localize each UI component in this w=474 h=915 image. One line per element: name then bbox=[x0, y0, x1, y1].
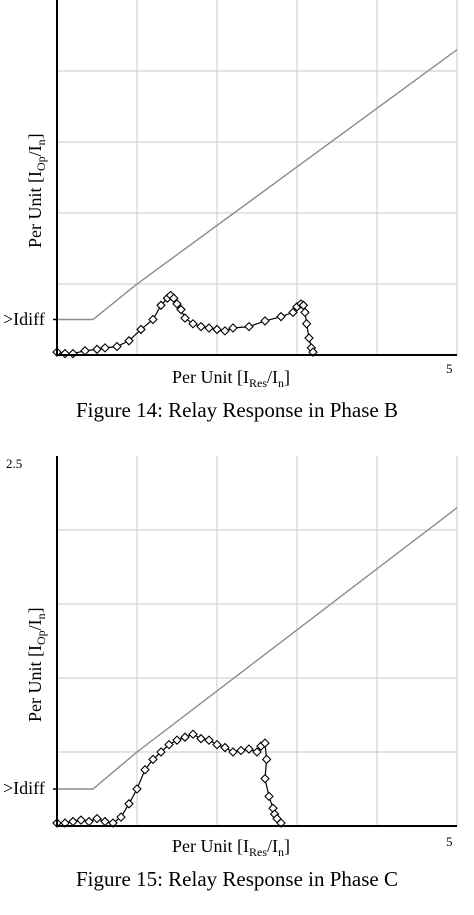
axes bbox=[53, 456, 457, 827]
x-tick-max: 5 bbox=[446, 361, 453, 376]
response-point bbox=[156, 300, 166, 311]
response-point bbox=[196, 733, 206, 744]
response-point bbox=[172, 299, 182, 309]
response-point bbox=[304, 333, 314, 343]
response-point bbox=[68, 816, 78, 827]
response-point bbox=[220, 326, 230, 336]
response-point bbox=[80, 345, 90, 356]
response-point bbox=[180, 313, 190, 323]
response-point bbox=[156, 747, 166, 757]
response-point bbox=[260, 316, 270, 326]
response-point bbox=[244, 321, 254, 332]
response-point bbox=[261, 754, 272, 765]
response-point bbox=[92, 344, 102, 355]
response-point bbox=[148, 314, 158, 325]
response-point bbox=[84, 816, 94, 827]
response-point bbox=[300, 307, 310, 318]
response-point bbox=[92, 813, 102, 824]
response-point bbox=[276, 311, 286, 322]
response-point bbox=[236, 745, 246, 756]
response-point bbox=[188, 729, 198, 740]
response-markers bbox=[52, 290, 318, 359]
grid-lines bbox=[57, 456, 458, 826]
response-point bbox=[100, 816, 110, 827]
grid-lines bbox=[57, 0, 458, 355]
response-point bbox=[172, 735, 182, 745]
response-point bbox=[112, 341, 122, 352]
y-axis-label: Per Unit [IOp/In] bbox=[25, 133, 48, 248]
response-markers bbox=[52, 729, 286, 828]
response-point bbox=[136, 324, 146, 335]
response-point bbox=[288, 307, 298, 318]
response-point bbox=[124, 336, 134, 346]
response-point bbox=[204, 323, 214, 333]
idiff-label: >Idiff bbox=[3, 778, 45, 798]
response-line bbox=[56, 294, 314, 355]
response-point bbox=[260, 773, 270, 784]
response-point bbox=[116, 812, 126, 822]
x-axis-label: Per Unit [IRes/In] bbox=[172, 836, 290, 859]
response-point bbox=[100, 343, 110, 353]
response-point bbox=[180, 732, 190, 742]
x-axis-label: Per Unit [IRes/In] bbox=[172, 367, 290, 390]
response-point bbox=[301, 318, 312, 329]
response-point bbox=[140, 764, 150, 775]
response-point bbox=[188, 318, 198, 329]
y-axis-label: Per Unit [IOp/In] bbox=[25, 607, 48, 722]
characteristic-line bbox=[57, 49, 458, 321]
response-point bbox=[204, 735, 214, 745]
response-point bbox=[169, 293, 179, 303]
figure-caption: Figure 15: Relay Response in Phase C bbox=[76, 867, 398, 891]
response-point bbox=[132, 784, 142, 794]
x-tick-max: 5 bbox=[446, 834, 453, 849]
response-point bbox=[228, 323, 238, 333]
response-point bbox=[164, 739, 174, 750]
response-point bbox=[60, 348, 70, 359]
response-point bbox=[264, 791, 274, 802]
response-point bbox=[212, 324, 222, 335]
axes bbox=[53, 0, 457, 356]
response-point bbox=[68, 348, 78, 359]
figure-caption: Figure 14: Relay Response in Phase B bbox=[76, 398, 398, 422]
response-point bbox=[260, 738, 270, 748]
response-point bbox=[212, 739, 222, 750]
response-point bbox=[220, 742, 230, 753]
response-point bbox=[244, 744, 254, 754]
y-tick-max: 2.5 bbox=[6, 456, 22, 471]
idiff-label: >Idiff bbox=[3, 309, 45, 329]
response-point bbox=[252, 747, 262, 757]
response-point bbox=[76, 815, 86, 825]
chart-phase-b: >Idiff 5 Per Unit [IRes/In] Per Unit [IO… bbox=[3, 0, 458, 422]
response-point bbox=[196, 321, 206, 332]
response-point bbox=[148, 754, 158, 765]
response-point bbox=[124, 799, 134, 809]
chart-phase-c: 2.5 >Idiff 5 Per Unit [IRes/In] Per Unit… bbox=[3, 456, 458, 891]
response-point bbox=[228, 747, 238, 757]
response-point bbox=[176, 304, 186, 315]
characteristic-line bbox=[57, 507, 458, 790]
